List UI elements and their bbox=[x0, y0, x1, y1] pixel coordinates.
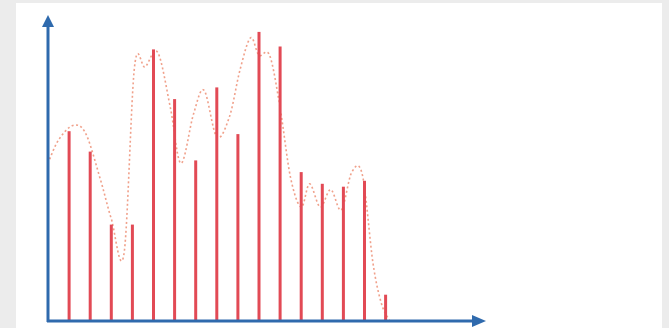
envelope-curve bbox=[47, 36, 391, 322]
chart-panel bbox=[16, 3, 662, 328]
bar-10 bbox=[257, 31, 261, 322]
bar-5 bbox=[152, 49, 155, 322]
bar-9 bbox=[236, 134, 240, 321]
bar-11 bbox=[278, 46, 282, 321]
bar-12 bbox=[299, 172, 303, 321]
bars-layer bbox=[67, 31, 388, 322]
bar-14 bbox=[341, 186, 345, 321]
x-axis-arrow-icon bbox=[472, 315, 486, 327]
bar-16 bbox=[384, 294, 388, 321]
bar-8 bbox=[215, 87, 219, 322]
bar-4 bbox=[130, 224, 134, 321]
bar-13 bbox=[320, 183, 324, 321]
envelope-layer bbox=[47, 36, 391, 322]
bar-3 bbox=[109, 224, 113, 321]
bar-15 bbox=[363, 180, 366, 321]
bar-7 bbox=[194, 160, 198, 321]
y-axis-arrow-icon bbox=[42, 15, 54, 27]
bar-6 bbox=[173, 99, 177, 321]
bar-chart bbox=[42, 15, 486, 327]
bar-2 bbox=[88, 151, 92, 321]
bar-1 bbox=[67, 131, 71, 321]
axes-layer bbox=[42, 15, 486, 327]
